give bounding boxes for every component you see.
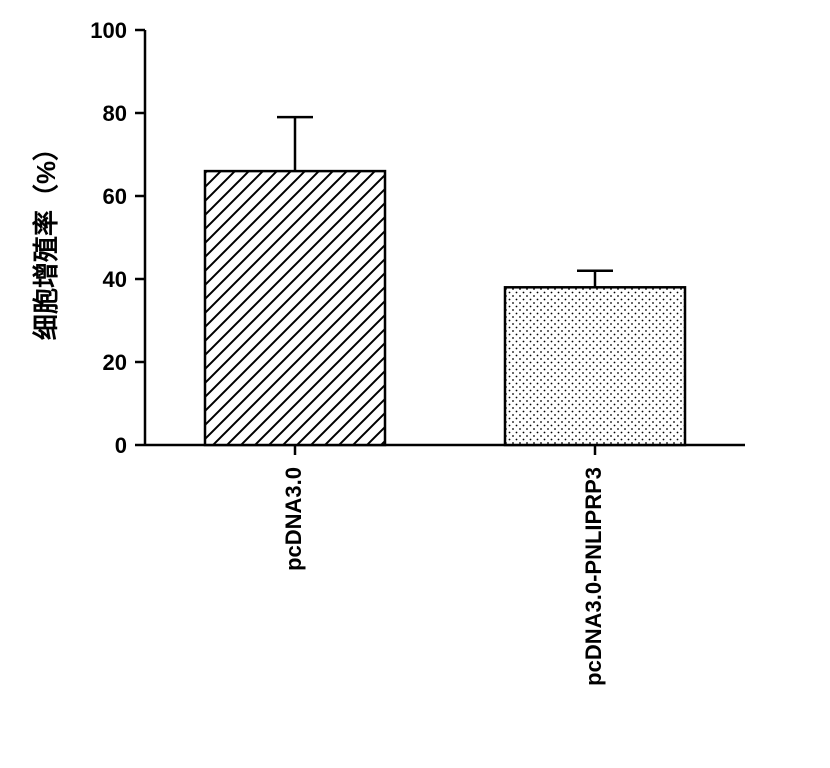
bar — [505, 287, 685, 445]
y-tick-label: 80 — [103, 101, 127, 126]
y-tick-label: 0 — [115, 433, 127, 458]
bars — [205, 117, 685, 445]
x-category-label: pcDNA3.0 — [281, 467, 306, 571]
y-tick-label: 40 — [103, 267, 127, 292]
y-tick-label: 20 — [103, 350, 127, 375]
y-tick-labels: 0 20 40 60 80 100 — [90, 18, 127, 458]
y-tick-label: 100 — [90, 18, 127, 43]
y-axis-label: 细胞增殖率（%） — [31, 135, 61, 340]
x-category-labels: pcDNA3.0 pcDNA3.0-PNLIPRP3 — [281, 467, 606, 686]
bar — [205, 171, 385, 445]
chart-svg: 0 20 40 60 80 100 细胞增殖率（%） pcDNA3.0 pcDNA3.0-P… — [0, 0, 830, 768]
y-tick-label: 60 — [103, 184, 127, 209]
x-category-label: pcDNA3.0-PNLIPRP3 — [581, 467, 606, 686]
bar-chart: 0 20 40 60 80 100 细胞增殖率（%） pcDNA3.0 pcDNA3.0-P… — [0, 0, 830, 768]
